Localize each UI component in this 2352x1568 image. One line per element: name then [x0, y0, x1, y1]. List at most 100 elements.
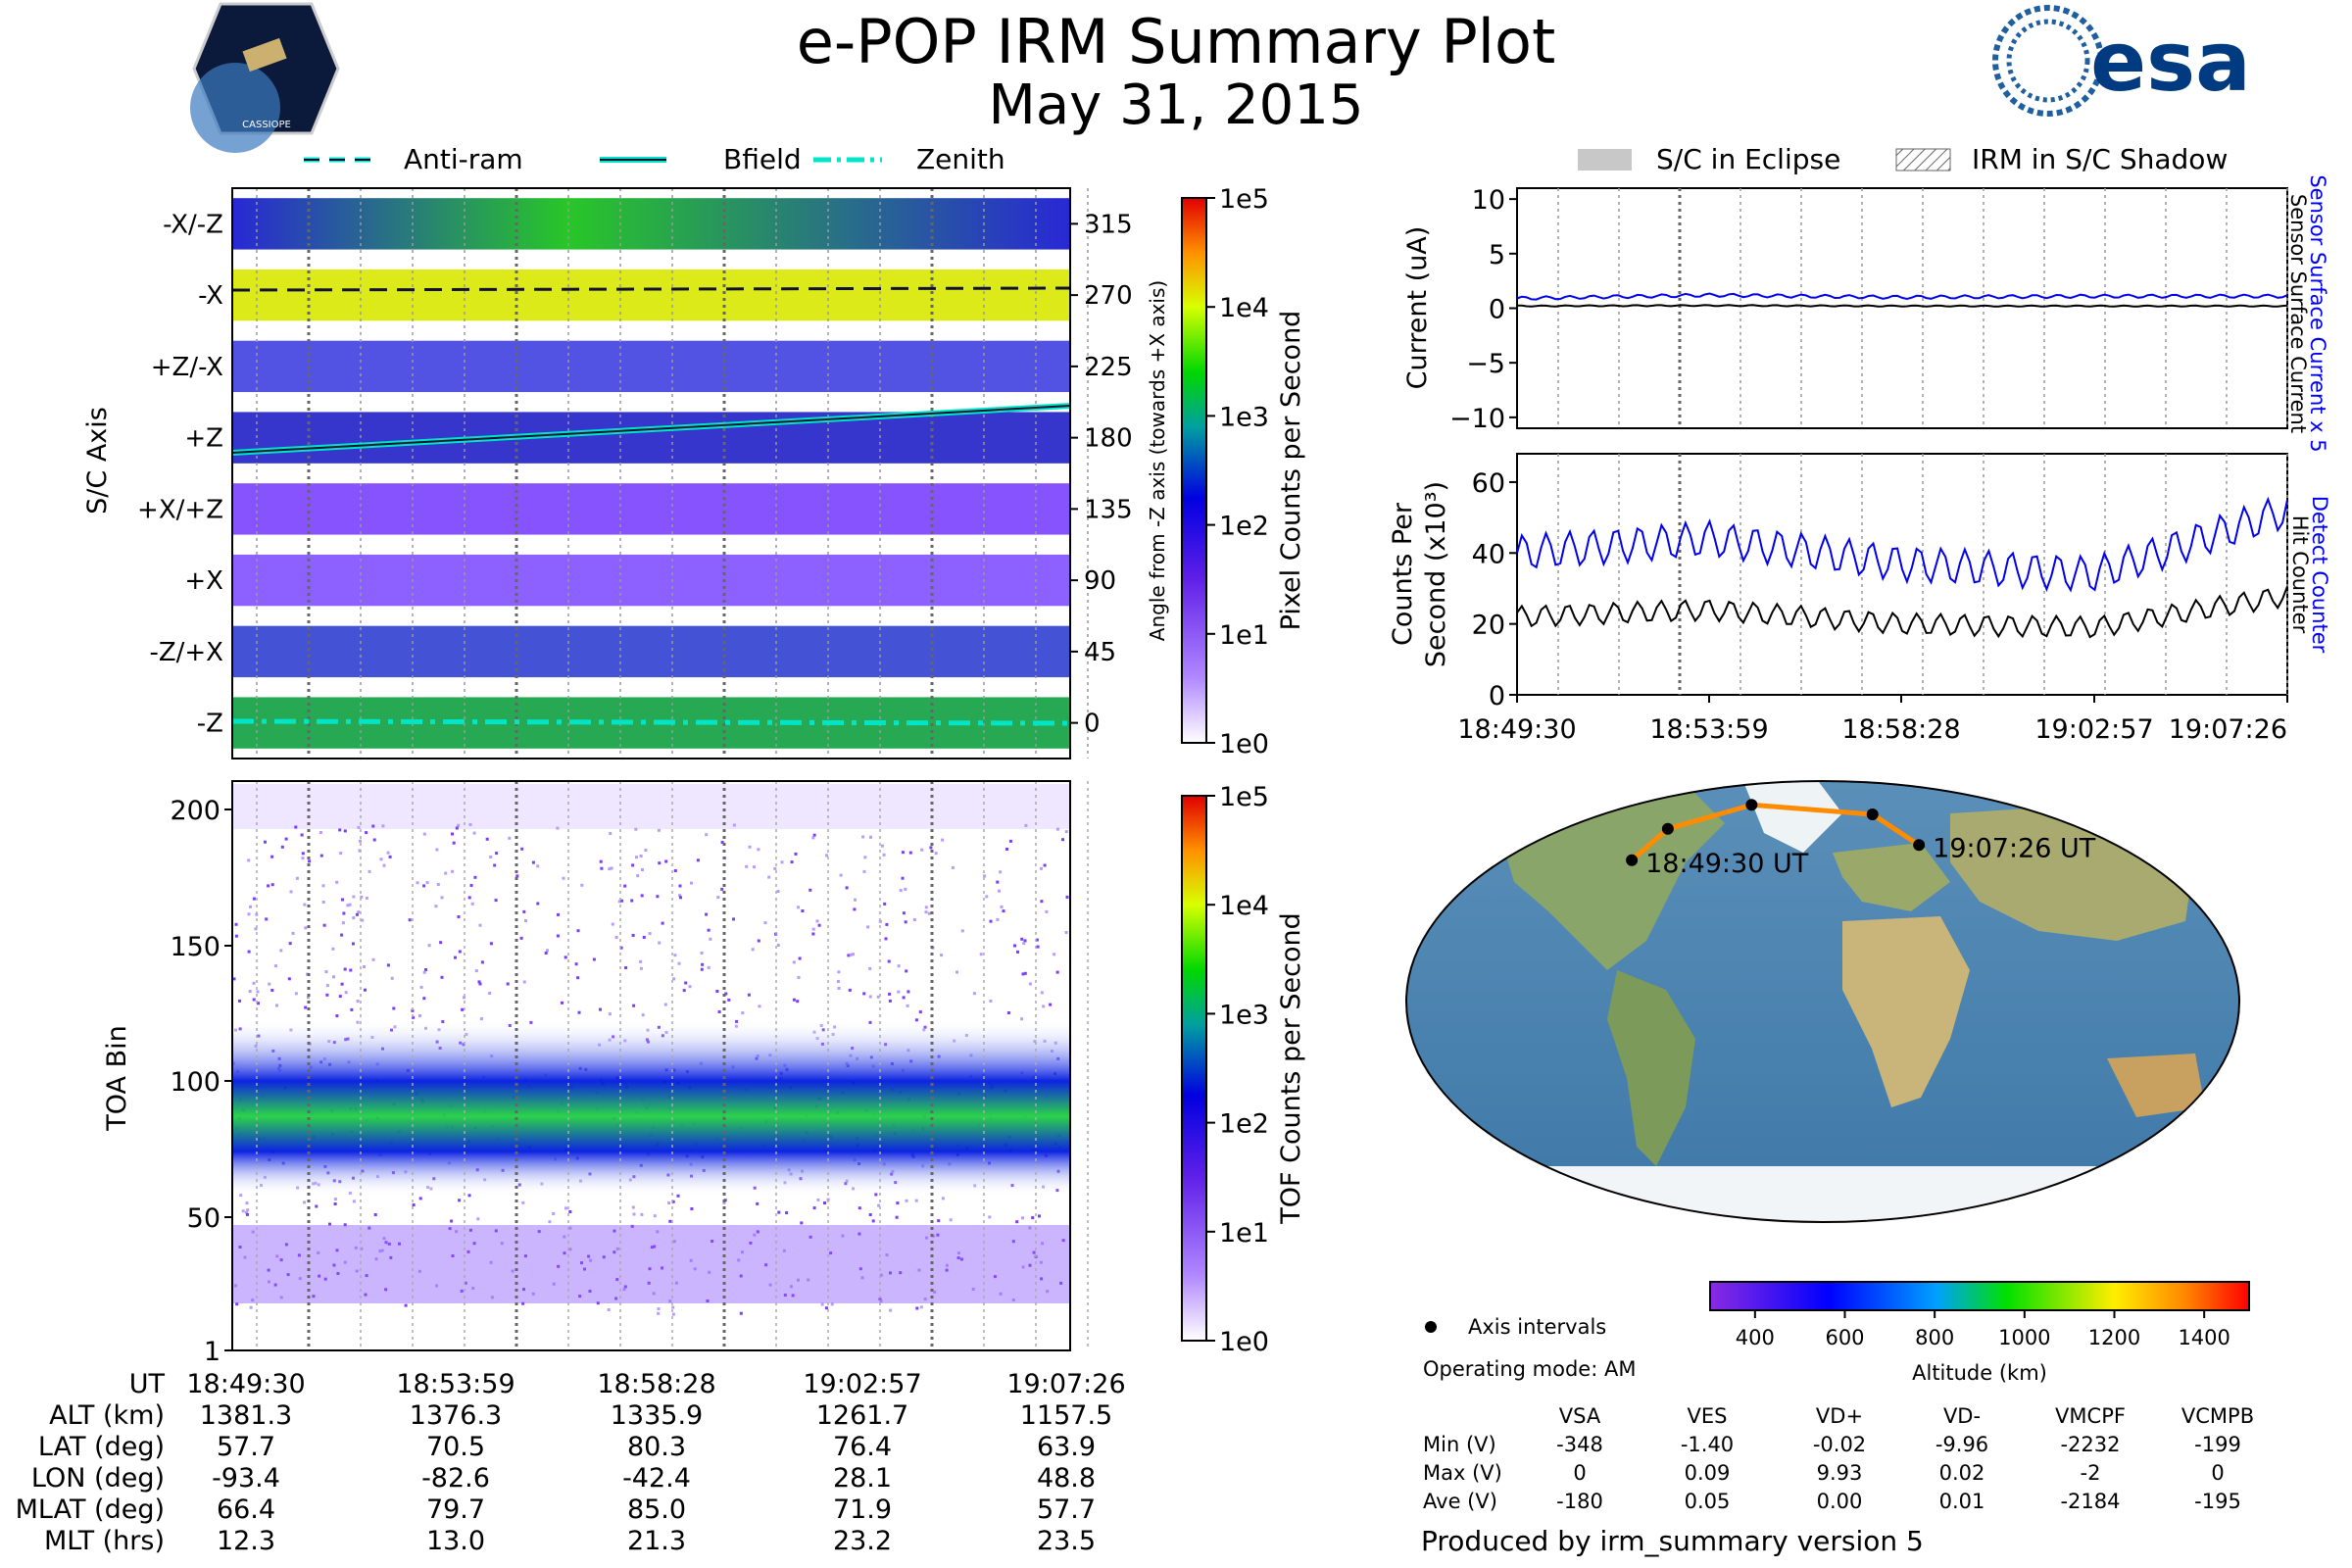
tof-pixel: [580, 1261, 583, 1265]
tof-pixel: [568, 1226, 572, 1230]
tof-pixel: [640, 894, 644, 898]
tof-pixel: [352, 1200, 356, 1203]
tof-pixel: [722, 1200, 726, 1204]
counts-series: [1516, 496, 2288, 639]
tof-pixel: [531, 1292, 535, 1296]
tof-pixel: [245, 1210, 248, 1214]
tof-pixel: [753, 1233, 757, 1237]
tof-pixel: [338, 828, 342, 832]
tof-pixel: [279, 1296, 283, 1299]
tof-pixel: [284, 837, 288, 841]
altitude-tick-label: 800: [1915, 1326, 1954, 1349]
volt-header: VD-: [1943, 1404, 1981, 1428]
tof-pixel: [1046, 1290, 1050, 1294]
tof-pixel: [600, 866, 604, 870]
tof-pixel: [647, 1281, 651, 1285]
orbit-row-label: UT: [129, 1369, 166, 1399]
tof-pixel: [739, 1274, 743, 1278]
tof-pixel: [408, 918, 412, 922]
colorbar-tick-label: 1e2: [1219, 512, 1269, 542]
tof-grid: [256, 781, 1089, 1350]
tof-pixel: [249, 905, 252, 908]
tof-pixel: [563, 1235, 566, 1239]
tof-pixel: [546, 949, 549, 953]
tof-pixel: [812, 1206, 816, 1210]
tof-pixel: [852, 953, 855, 956]
tof-pixel: [1040, 991, 1044, 995]
tof-pixel: [610, 866, 613, 870]
tof-pixel: [1040, 866, 1043, 870]
tof-pixel: [557, 1264, 561, 1268]
tof-pixel: [797, 906, 801, 909]
altitude-tick-label: 1400: [2178, 1326, 2230, 1349]
tof-pixel: [1000, 905, 1004, 908]
volt-cell: 0.02: [1939, 1461, 1985, 1485]
orbit-cell: 1381.3: [200, 1400, 292, 1431]
tof-pixel: [860, 1276, 864, 1280]
colorbar-tick-label: 1e4: [1219, 891, 1269, 921]
tof-pixel: [983, 874, 987, 878]
tof-pixel: [268, 982, 271, 986]
tof-pixel: [971, 1288, 975, 1291]
tof-ytick-label: 50: [187, 1203, 220, 1234]
tof-pixel: [673, 954, 677, 957]
tof-pixel: [1020, 937, 1024, 941]
pixel-axis-label: +Z/-X: [151, 353, 223, 382]
tof-pixel: [332, 975, 335, 979]
pixel-colorbar: 1e5 1e4 1e3 1e2 1e1 1e0 Pixel Counts per Seco…: [1181, 184, 1306, 760]
tof-ylabel: TOA Bin: [102, 1025, 132, 1131]
tof-pixel: [1039, 1260, 1043, 1264]
tof-pixel: [576, 929, 580, 933]
tof-pixel: [346, 904, 350, 907]
tof-pixel: [949, 1218, 953, 1222]
tof-pixel: [515, 874, 519, 878]
orbit-interval-point: [1745, 799, 1758, 811]
tof-pixel: [524, 919, 527, 922]
tof-pixel: [416, 881, 419, 885]
tof-pixel: [837, 970, 841, 974]
tof-pixel: [422, 970, 426, 974]
tof-pixel: [284, 1243, 288, 1247]
tof-pixel: [824, 1306, 828, 1310]
tof-pixel: [434, 905, 438, 908]
orbit-row-label: LAT (deg): [38, 1432, 165, 1462]
tof-pixel: [419, 985, 423, 989]
colorbar-tick-label: 1e5: [1219, 184, 1269, 215]
tof-pixel: [648, 1267, 652, 1271]
tof-pixel: [371, 824, 375, 828]
volt-cell: -2184: [2060, 1490, 2120, 1513]
orbit-cell: 18:53:59: [396, 1369, 514, 1399]
volt-header: VCMPB: [2181, 1404, 2254, 1428]
tof-pixel: [243, 1255, 247, 1259]
tof-pixel: [623, 1285, 627, 1289]
tof-pixel: [979, 953, 983, 956]
tof-pixel: [749, 1241, 753, 1245]
tof-pixel: [667, 1201, 671, 1204]
legend-bfield: Bfield: [723, 143, 802, 175]
counts-xtick-label: 18:53:59: [1649, 714, 1768, 745]
colorbar-tick-label: 1e0: [1219, 1327, 1269, 1357]
tof-pixel: [656, 895, 660, 899]
tof-pixel: [1028, 1226, 1032, 1230]
tof-pixel: [1065, 895, 1069, 899]
volt-row-label: Max (V): [1423, 1461, 1502, 1485]
tof-pixel: [737, 1258, 741, 1262]
tof-pixel: [332, 1263, 336, 1267]
tof-pixel: [252, 981, 256, 985]
tof-pixel: [678, 894, 681, 898]
orbit-track: 18:49:30 UT 19:07:26 UT: [1626, 799, 2096, 879]
tof-pixel: [286, 1273, 290, 1277]
tof-pixel: [895, 1215, 899, 1219]
tof-pixel: [247, 858, 251, 862]
tof-pixel: [937, 1219, 941, 1223]
tof-pixel: [335, 880, 339, 884]
tof-pixel: [561, 1001, 564, 1004]
tof-pixel: [748, 845, 752, 849]
tof-pixel: [468, 823, 472, 826]
orbit-cell: 66.4: [217, 1494, 275, 1525]
tof-pixel: [493, 863, 497, 867]
tof-pixel: [523, 1254, 527, 1258]
tof-pixel: [866, 925, 870, 929]
tof-pixel: [615, 1247, 619, 1250]
tof-pixel: [452, 841, 456, 845]
